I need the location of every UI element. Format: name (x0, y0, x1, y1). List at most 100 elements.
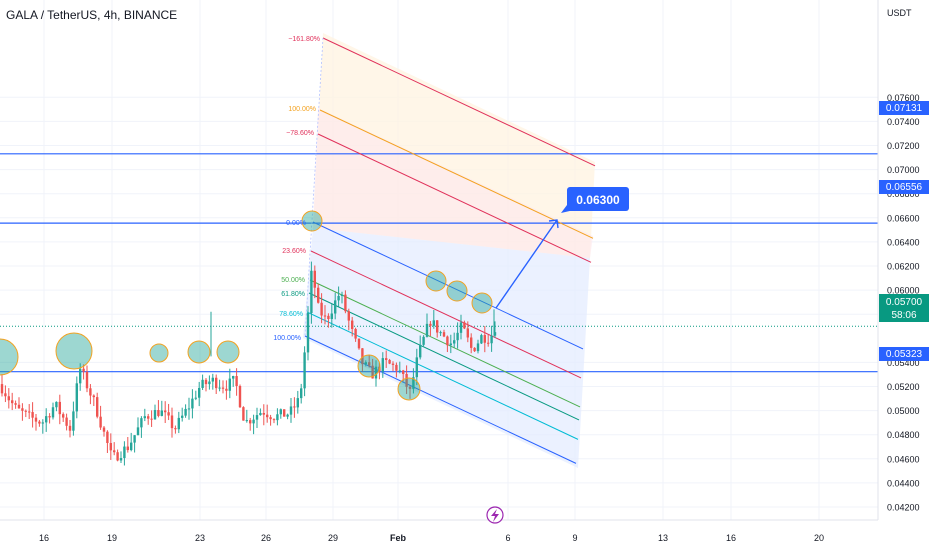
x-tick-label: 16 (726, 533, 736, 543)
candle-body (385, 358, 388, 361)
candle-body (391, 363, 395, 365)
candle-body (422, 336, 425, 345)
candle-body (11, 400, 14, 404)
highlight-circle (425, 270, 447, 292)
candle-body (300, 388, 303, 399)
candle-body (147, 416, 150, 419)
candle-body (415, 357, 418, 378)
candle-body (194, 397, 197, 399)
candle-body (289, 406, 293, 415)
candle-body (160, 410, 163, 416)
countdown-label: 58:06 (891, 310, 916, 321)
x-tick-label: 20 (814, 533, 824, 543)
price-axis[interactable]: USDT 0.07600 0.07400 0.07200 0.07000 0.06800… (877, 0, 920, 520)
highlight-circle (357, 354, 381, 378)
candle-body (296, 398, 299, 408)
candle-body (337, 295, 340, 301)
x-tick-label: 16 (39, 533, 49, 543)
y-tick-label: 0.05400 (887, 358, 920, 368)
fib-trend-line (304, 37, 324, 337)
candle-body (113, 450, 116, 453)
candle-body (344, 294, 347, 312)
candle-body (327, 315, 330, 320)
candle-body (21, 408, 24, 411)
candle-body (408, 386, 412, 389)
candle-body (198, 387, 201, 398)
fib-label-ext-786: −78.60% (286, 130, 314, 137)
candle-body (470, 337, 473, 348)
time-axis[interactable]: 16 19 23 26 29 Feb 6 9 13 16 20 (0, 519, 878, 543)
candle-body (221, 387, 225, 389)
candle-body (364, 362, 367, 365)
candle-body (330, 313, 333, 320)
candle-body (463, 322, 466, 329)
candle-body (85, 371, 89, 389)
candle-body (493, 332, 497, 336)
candle-body (106, 431, 109, 444)
fib-label-100: 100.00% (273, 335, 301, 342)
y-tick-label: 0.04800 (887, 430, 920, 440)
candle-body (116, 452, 119, 461)
x-tick-label: 19 (107, 533, 117, 543)
y-tick-label: 0.06800 (887, 189, 920, 199)
candle-body (276, 414, 279, 421)
candle-body (191, 398, 194, 409)
x-tick-label: 23 (195, 533, 205, 543)
candle-body (286, 414, 289, 417)
fib-label-618: 61.80% (281, 291, 305, 298)
candle-body (487, 342, 490, 344)
candle-body (436, 320, 439, 333)
x-tick-label: 29 (328, 533, 338, 543)
horizontal-levels[interactable] (0, 153, 878, 373)
candle-body (4, 393, 7, 397)
candle-body (483, 335, 486, 343)
candle-body (340, 294, 344, 296)
candle-body (102, 427, 106, 432)
candle-body (79, 368, 82, 384)
candles (0, 261, 497, 466)
y-tick-label: 0.07000 (887, 165, 920, 175)
highlight-circle (0, 338, 19, 376)
candle-body (167, 412, 170, 416)
highlight-circle (216, 340, 240, 364)
candle-body (238, 386, 242, 408)
highlight-circle (55, 332, 93, 370)
candle-body (459, 322, 463, 333)
x-tick-label: 6 (505, 533, 510, 543)
candle-body (187, 408, 191, 410)
candle-body (232, 376, 235, 379)
candle-body (109, 443, 112, 451)
candle-body (313, 270, 316, 288)
y-tick-label: 0.06000 (887, 286, 920, 296)
fib-line-ext-161 (322, 37, 596, 167)
y-tick-label: 0.06200 (887, 262, 920, 272)
fib-channel-fill (303, 33, 595, 468)
candle-body (92, 395, 95, 398)
x-tick-label: Feb (390, 533, 407, 543)
candle-body (225, 388, 228, 391)
candle-body (65, 417, 68, 426)
candle-body (99, 416, 102, 428)
candle-body (174, 428, 177, 430)
highlight-circle (446, 280, 468, 302)
candle-body (136, 427, 140, 436)
y-tick-label: 0.07600 (887, 93, 920, 103)
candle-body (269, 417, 272, 420)
y-tick-label: 0.06600 (887, 213, 920, 223)
candle-body (429, 323, 432, 326)
candle-body (204, 379, 208, 385)
candle-body (68, 425, 72, 431)
candle-body (24, 410, 27, 412)
candle-body (320, 302, 323, 316)
candle-body (48, 416, 51, 418)
candle-body (72, 411, 75, 431)
candle-body (170, 415, 174, 429)
projection-arrow[interactable]: 0.06300 (495, 187, 629, 309)
candle-body (0, 384, 4, 394)
candle-body (211, 377, 214, 382)
lightning-icon[interactable] (486, 506, 504, 524)
candle-body (306, 313, 310, 353)
fib-line-ext-100 (319, 109, 594, 239)
